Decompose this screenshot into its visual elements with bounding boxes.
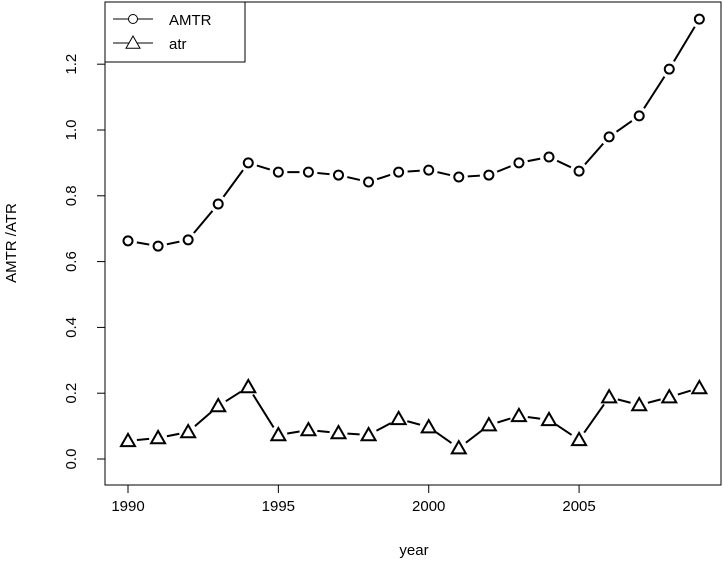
x-tick-label: 2005 (562, 498, 595, 515)
point (540, 410, 558, 427)
point (302, 166, 314, 178)
point (393, 166, 405, 178)
point (179, 423, 197, 439)
point (573, 165, 585, 177)
point (272, 166, 284, 178)
point (209, 397, 227, 413)
point (182, 234, 194, 246)
point (513, 157, 525, 169)
point (359, 425, 378, 442)
point (603, 131, 615, 143)
y-tick-label: 0.8 (63, 185, 80, 206)
y-tick-label: 0.2 (63, 383, 80, 404)
y-tick-label: 1.0 (63, 120, 80, 141)
legend-label: atr (169, 36, 187, 53)
point (423, 164, 435, 176)
point (663, 63, 675, 75)
point (660, 388, 679, 404)
x-tick-label: 1995 (262, 498, 295, 515)
point (633, 110, 645, 122)
point (450, 439, 468, 455)
legend-label: AMTR (169, 12, 212, 29)
point (152, 240, 164, 252)
point (543, 151, 555, 163)
y-tick-label: 1.2 (63, 54, 80, 75)
y-axis-label: AMTR /ATR (3, 203, 20, 283)
point (510, 406, 528, 423)
point (570, 430, 588, 447)
point (453, 171, 465, 183)
point (329, 423, 348, 440)
legend-box (104, 1, 246, 63)
point (332, 169, 344, 181)
y-tick-label: 0.0 (63, 449, 80, 470)
point (419, 418, 438, 434)
point (483, 169, 495, 181)
point (269, 425, 288, 442)
legend-marker (128, 14, 138, 24)
x-tick-label: 2000 (412, 498, 445, 515)
point (122, 235, 134, 247)
point (630, 396, 648, 412)
x-tick-label: 1990 (111, 498, 144, 515)
point (149, 428, 167, 445)
point (389, 409, 408, 426)
legend: AMTR atr (104, 1, 246, 63)
legend-marker (125, 34, 141, 49)
point (212, 198, 224, 210)
plot-box (104, 1, 722, 486)
point (119, 431, 137, 448)
point (363, 176, 375, 188)
point (299, 421, 318, 437)
point (690, 378, 709, 395)
x-axis-label: year (399, 542, 428, 559)
point (239, 377, 258, 394)
point (693, 13, 705, 25)
y-tick-label: 0.6 (63, 251, 80, 272)
point (600, 388, 618, 404)
y-tick-label: 0.4 (63, 317, 80, 338)
point (242, 157, 254, 169)
point (480, 416, 498, 432)
